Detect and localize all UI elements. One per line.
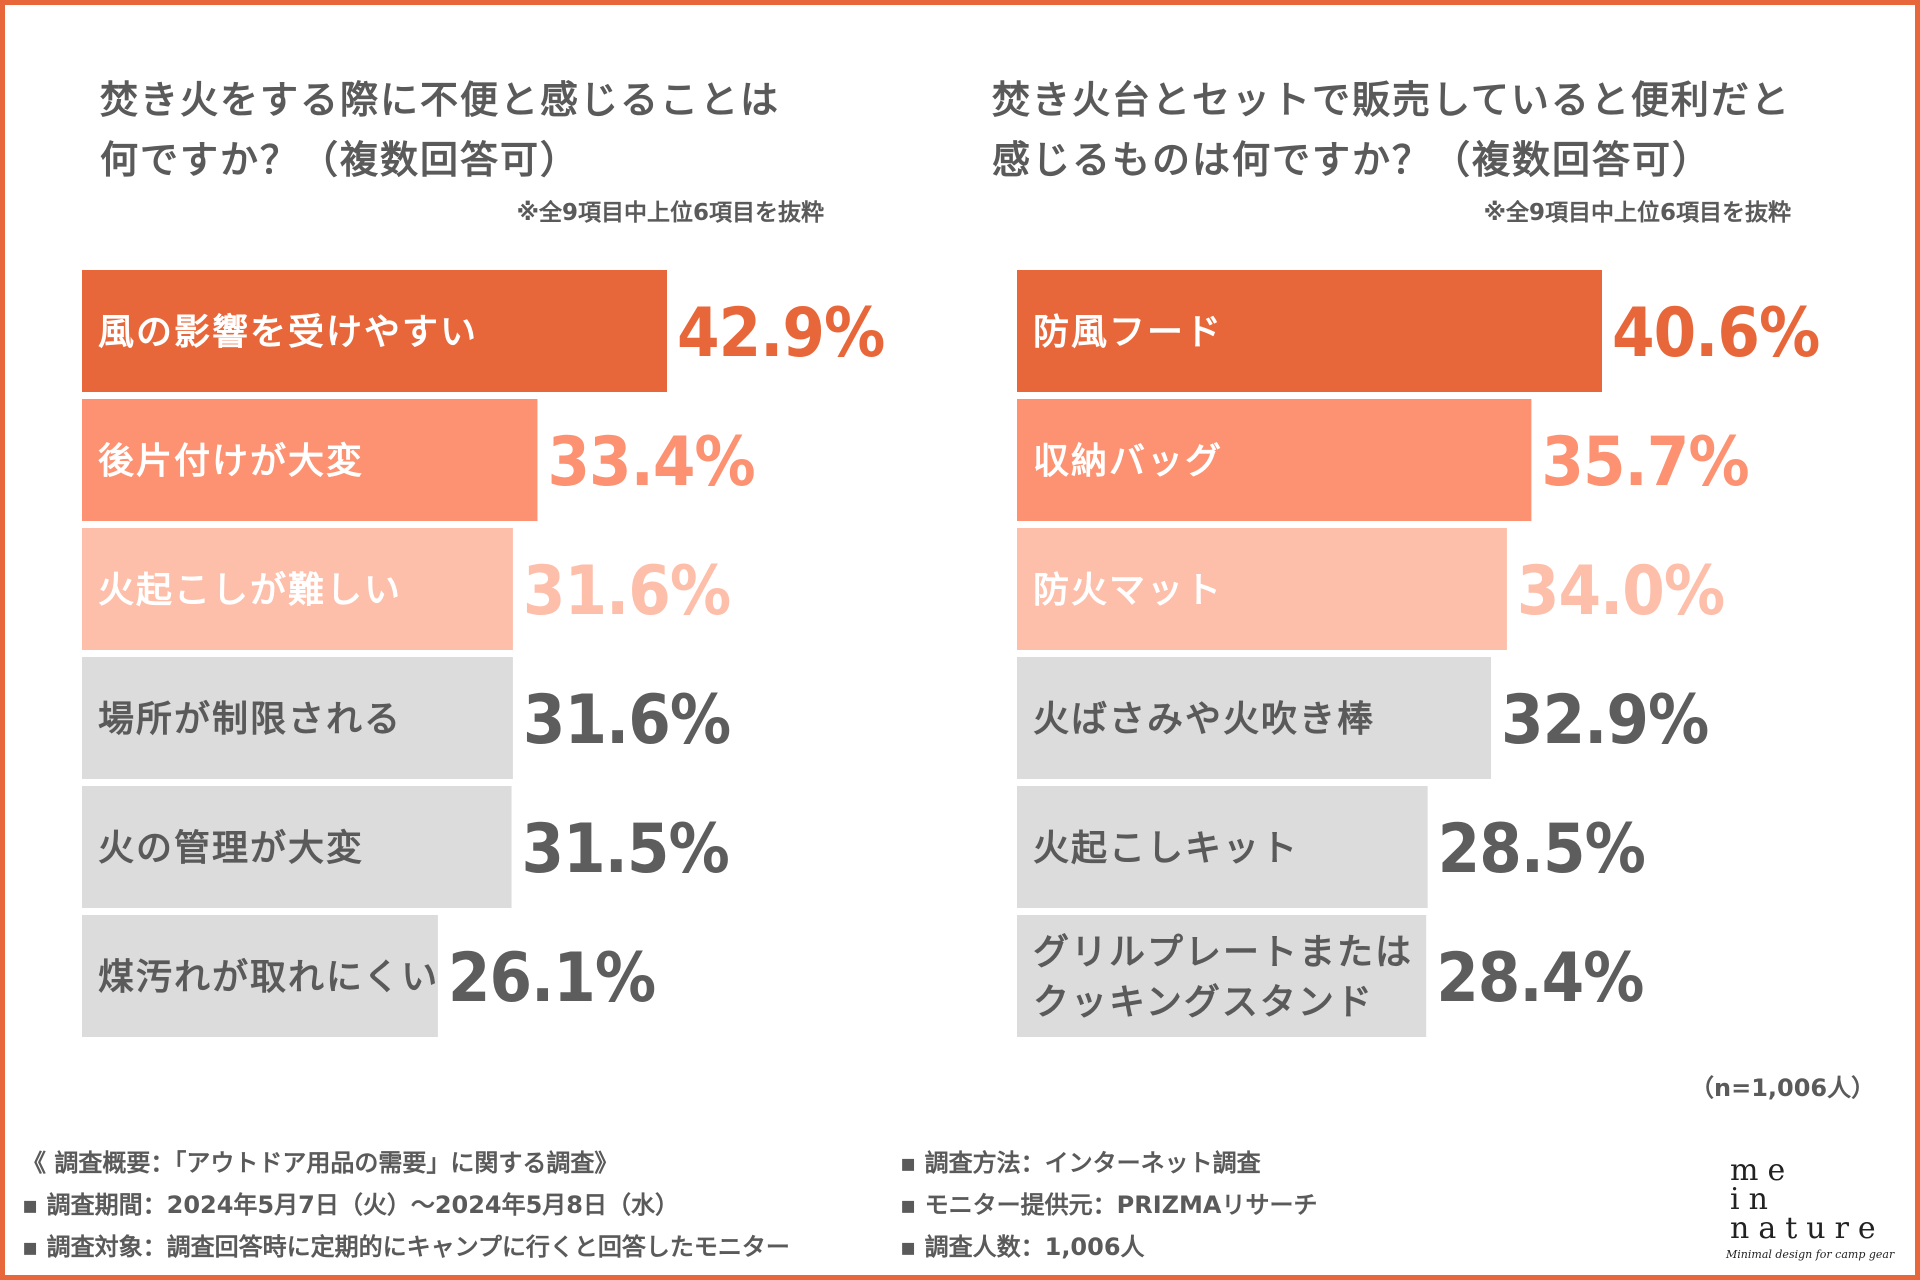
right-value-label-3: 34.0% <box>1517 552 1724 631</box>
right-value-label-6: 28.4% <box>1436 939 1643 1018</box>
right-category-label-6: グリルプレートまたはクッキングスタンド <box>1033 932 1413 1023</box>
footer-summary-title: 《 調査概要：「アウトドア用品の需要」に関する調査》 <box>22 1149 619 1177</box>
footer-survey-summary: 《 調査概要：「アウトドア用品の需要」に関する調査》 ▪ 調査期間：2024年5… <box>22 1142 790 1268</box>
left-chart-note: ※全9項目中上位6項目を抜粋 <box>516 200 824 226</box>
sample-size-label: （n=1,006人） <box>1690 1074 1876 1102</box>
left-category-label-4: 場所が制限される <box>98 699 402 740</box>
right-chart-title: 焚き火台とセットで販売していると便利だと 感じるものは何ですか？（複数回答可） <box>992 70 1791 190</box>
footer-method: ▪ 調査方法：インターネット調査 <box>900 1149 1261 1177</box>
right-bar-chart: 防風フード 40.6% 収納バッグ 35.7% 防火マット 34.0% 火ばさみや火吹き棒 3… <box>1017 270 1820 1037</box>
right-bar-4 <box>1017 657 1492 779</box>
left-value-label-6: 26.1% <box>448 939 655 1018</box>
left-value-label-5: 31.5% <box>522 810 729 889</box>
right-bar-3 <box>1017 528 1507 650</box>
brand-logo: me in nature Minimal design for camp gea… <box>1722 1155 1902 1270</box>
left-category-label-6: 煤汚れが取れにくい <box>98 957 439 998</box>
left-panel: 焚き火をする際に不便と感じることは 何ですか？（複数回答可） ※全9項目中上位6… <box>0 0 960 1090</box>
left-value-label-2: 33.4% <box>547 423 754 502</box>
footer-survey-target: ▪ 調査対象：調査回答時に定期的にキャンプに行くと回答したモニター <box>22 1233 790 1261</box>
right-category-label-4: 火ばさみや火吹き棒 <box>1033 699 1375 740</box>
left-category-label-5: 火の管理が大変 <box>98 827 364 869</box>
footer-survey-period: ▪ 調査期間：2024年5月7日（火）〜2024年5月8日（水） <box>22 1191 680 1219</box>
left-chart-title: 焚き火をする際に不便と感じることは 何ですか？（複数回答可） <box>100 70 780 190</box>
left-title-line-2: 何ですか？（複数回答可） <box>100 138 581 182</box>
right-bar-2 <box>1017 399 1532 521</box>
footer-respondents: ▪ 調査人数：1,006人 <box>900 1233 1145 1261</box>
right-category-label-5: 火起こしキット <box>1033 828 1299 869</box>
footer-survey-method: ▪ 調査方法：インターネット調査 ▪ モニター提供元：PRIZMAリサーチ ▪ … <box>900 1142 1317 1268</box>
right-chart-note: ※全9項目中上位6項目を抜粋 <box>1483 200 1791 226</box>
right-title-line-1: 焚き火台とセットで販売していると便利だと <box>992 78 1791 122</box>
logo-line-3: nature <box>1730 1211 1885 1246</box>
left-bar-4 <box>82 657 513 779</box>
left-value-label-3: 31.6% <box>523 552 730 631</box>
right-category-label-2: 収納バッグ <box>1033 441 1223 482</box>
left-value-label-4: 31.6% <box>523 681 730 760</box>
left-title-line-1: 焚き火をする際に不便と感じることは <box>100 78 781 122</box>
left-value-label-1: 42.9% <box>677 294 884 373</box>
left-bar-1 <box>82 270 667 392</box>
right-title-line-2: 感じるものは何ですか？（複数回答可） <box>992 138 1713 182</box>
logo-tagline: Minimal design for camp gear <box>1726 1248 1895 1261</box>
left-category-label-3: 火起こしが難しい <box>98 570 402 611</box>
logo-line-1: me <box>1730 1153 1795 1188</box>
right-value-label-5: 28.5% <box>1438 810 1645 889</box>
left-bar-3 <box>82 528 513 650</box>
footer-monitor-provider: ▪ モニター提供元：PRIZMAリサーチ <box>900 1191 1318 1219</box>
right-value-label-4: 32.9% <box>1501 681 1708 760</box>
right-bar-6 <box>1017 915 1427 1037</box>
left-category-label-2: 後片付けが大変 <box>98 440 364 482</box>
right-category-label-1: 防風フード <box>1033 312 1223 353</box>
logo-line-2: in <box>1730 1182 1777 1217</box>
left-bar-6 <box>82 915 438 1037</box>
left-bar-5 <box>82 786 512 908</box>
right-bar-5 <box>1017 786 1428 908</box>
right-bar-1 <box>1017 270 1602 392</box>
right-value-label-1: 40.6% <box>1612 294 1819 373</box>
right-category-label-3: 防火マット <box>1033 570 1223 611</box>
right-value-label-2: 35.7% <box>1541 423 1748 502</box>
right-panel: 焚き火台とセットで販売していると便利だと 感じるものは何ですか？（複数回答可） … <box>935 0 1895 1090</box>
left-category-label-1: 風の影響を受けやすい <box>98 311 478 353</box>
left-bar-chart: 風の影響を受けやすい 42.9% 後片付けが大変 33.4% 火起こしが難しい 31.6%… <box>82 270 885 1037</box>
left-bar-2 <box>82 399 538 521</box>
